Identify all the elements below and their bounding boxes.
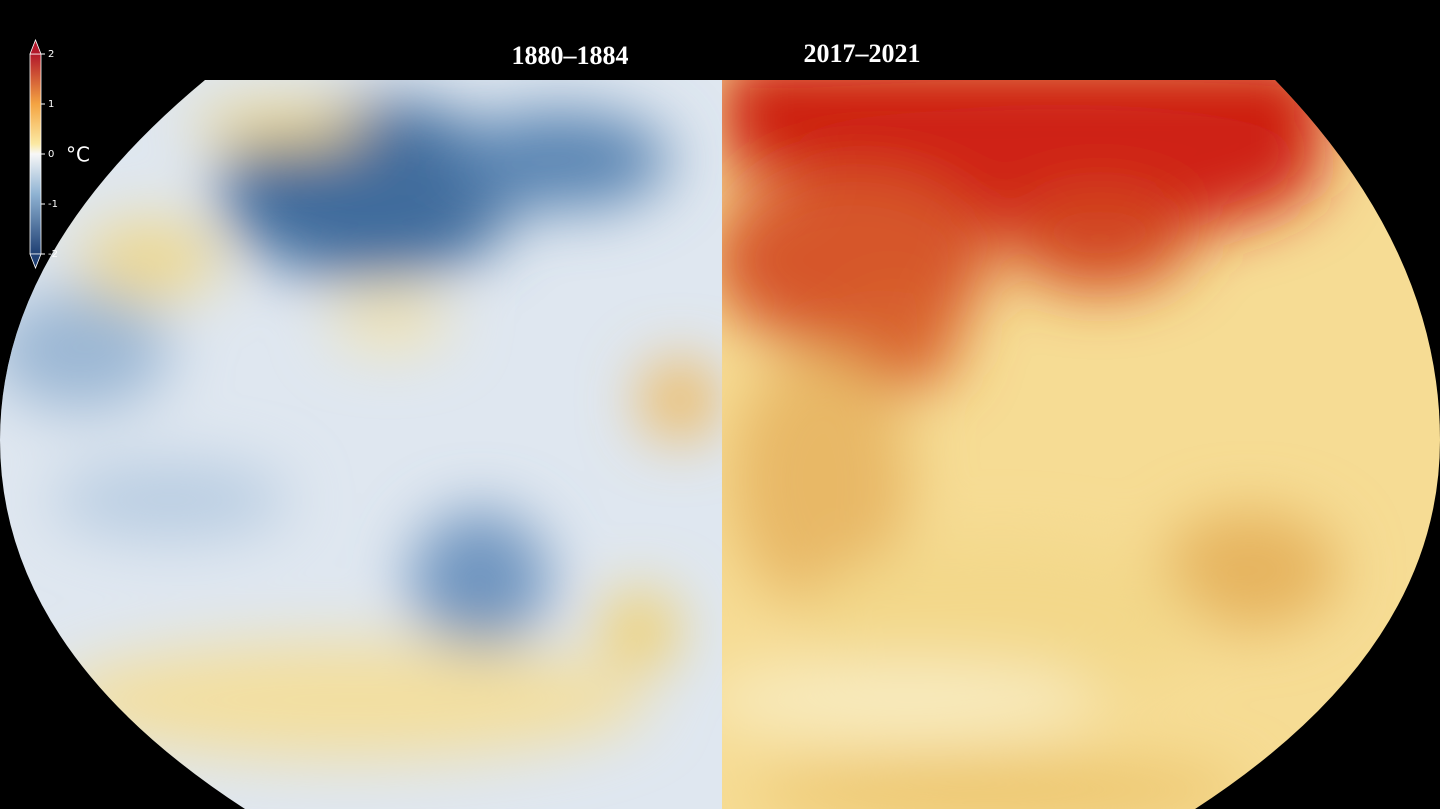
- tick-label: -1: [48, 199, 58, 210]
- map-1880-1884: [0, 80, 722, 809]
- tick-label: 2: [48, 49, 54, 60]
- tick-label: 1: [48, 99, 54, 110]
- period-title: 1880–1884: [512, 41, 629, 70]
- tick-label: 0: [48, 149, 54, 160]
- period-title: 2017–2021: [804, 39, 921, 68]
- color-legend: °C 2 1 0 -1 -2: [29, 38, 90, 270]
- color-bar-arrow: [29, 253, 42, 270]
- map-2017-2021: [722, 80, 1440, 809]
- color-bar-arrow: [29, 38, 42, 55]
- color-bar: [29, 53, 42, 255]
- tick-label: -2: [48, 249, 58, 260]
- legend-unit: °C: [66, 143, 90, 167]
